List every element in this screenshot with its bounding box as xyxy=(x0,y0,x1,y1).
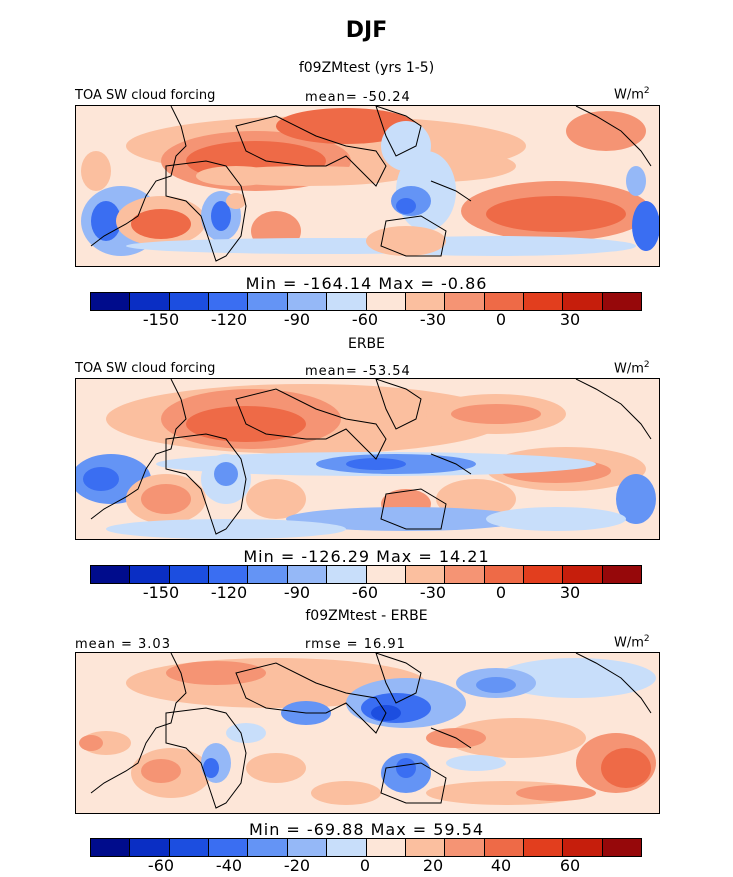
panel2-tick: -30 xyxy=(419,583,447,602)
colorbar-swatch xyxy=(563,293,603,310)
panel3-tick: 20 xyxy=(422,856,444,875)
colorbar-swatch xyxy=(287,566,328,583)
panel3-tick: 40 xyxy=(490,856,512,875)
colorbar-swatch xyxy=(484,566,524,583)
colorbar-swatch xyxy=(169,293,210,310)
panel2-tick: 30 xyxy=(559,583,581,602)
panel2-units: W/m2 xyxy=(614,360,650,377)
colorbar-swatch xyxy=(366,839,406,856)
panel1-colorbar xyxy=(90,292,642,311)
colorbar-swatch xyxy=(209,293,249,310)
colorbar-swatch xyxy=(248,839,288,856)
colorbar-swatch xyxy=(405,839,446,856)
panel3-tick: -20 xyxy=(283,856,311,875)
colorbar-swatch xyxy=(287,293,328,310)
panel2-tick: -120 xyxy=(210,583,248,602)
panel2-tick: -90 xyxy=(283,583,311,602)
colorbar-swatch xyxy=(169,566,210,583)
colorbar-swatch xyxy=(602,839,642,856)
panel1-map xyxy=(75,105,660,267)
colorbar-swatch xyxy=(91,566,131,583)
colorbar-swatch xyxy=(563,839,603,856)
panel1-units: W/m2 xyxy=(614,86,650,103)
colorbar-swatch xyxy=(484,293,524,310)
panel3-colorbar xyxy=(90,838,642,857)
colorbar-swatch xyxy=(445,566,485,583)
panel2-colorbar xyxy=(90,565,642,584)
panel3-tick: 0 xyxy=(359,856,371,875)
panel1-tick: -150 xyxy=(142,310,180,329)
colorbar-swatch xyxy=(91,839,131,856)
panel2-subtitle: ERBE xyxy=(347,336,386,352)
colorbar-swatch xyxy=(248,566,288,583)
colorbar-swatch xyxy=(130,293,170,310)
colorbar-swatch xyxy=(366,566,406,583)
colorbar-swatch xyxy=(130,566,170,583)
panel3-tick: 60 xyxy=(559,856,581,875)
panel3-tick: -40 xyxy=(215,856,243,875)
colorbar-swatch xyxy=(445,839,485,856)
panel2-mean-label: mean= -53.54 xyxy=(305,364,411,379)
colorbar-swatch xyxy=(602,566,642,583)
colorbar-swatch xyxy=(248,293,288,310)
panel3-mean-label: mean = 3.03 xyxy=(75,637,171,652)
panel3-minmax: Min = -69.88 Max = 59.54 xyxy=(248,820,485,839)
panel3-units: W/m2 xyxy=(614,634,650,651)
panel1-tick: 0 xyxy=(495,310,507,329)
colorbar-swatch xyxy=(523,293,564,310)
panel3-map xyxy=(75,652,660,814)
panel2-map xyxy=(75,378,660,540)
colorbar-swatch xyxy=(602,293,642,310)
panel2-minmax: Min = -126.29 Max = 14.21 xyxy=(243,547,490,566)
colorbar-swatch xyxy=(327,293,367,310)
colorbar-swatch xyxy=(445,293,485,310)
colorbar-swatch xyxy=(484,839,524,856)
panel3-rmse-label: rmse = 16.91 xyxy=(305,637,406,652)
panel1-subtitle: f09ZMtest (yrs 1-5) xyxy=(298,60,435,76)
panel1-tick: -30 xyxy=(419,310,447,329)
colorbar-swatch xyxy=(169,839,210,856)
panel1-tick: -60 xyxy=(351,310,379,329)
panel2-left-label: TOA SW cloud forcing xyxy=(75,361,216,376)
panel2-tick: -60 xyxy=(351,583,379,602)
panel1-tick: 30 xyxy=(559,310,581,329)
panel1-tick: -120 xyxy=(210,310,248,329)
colorbar-swatch xyxy=(209,839,249,856)
panel1-minmax: Min = -164.14 Max = -0.86 xyxy=(245,274,488,293)
colorbar-swatch xyxy=(563,566,603,583)
panel3-subtitle: f09ZMtest - ERBE xyxy=(305,608,428,624)
panel2-tick: -150 xyxy=(142,583,180,602)
colorbar-swatch xyxy=(327,566,367,583)
colorbar-swatch xyxy=(366,293,406,310)
panel1-tick: -90 xyxy=(283,310,311,329)
colorbar-swatch xyxy=(287,839,328,856)
colorbar-swatch xyxy=(130,839,170,856)
colorbar-swatch xyxy=(209,566,249,583)
colorbar-swatch xyxy=(405,566,446,583)
colorbar-swatch xyxy=(523,839,564,856)
colorbar-swatch xyxy=(523,566,564,583)
panel1-mean-label: mean= -50.24 xyxy=(305,90,411,105)
panel2-tick: 0 xyxy=(495,583,507,602)
panel1-left-label: TOA SW cloud forcing xyxy=(75,88,216,103)
figure-title: DJF xyxy=(345,18,388,43)
panel3-tick: -60 xyxy=(147,856,175,875)
colorbar-swatch xyxy=(327,839,367,856)
colorbar-swatch xyxy=(91,293,131,310)
colorbar-swatch xyxy=(405,293,446,310)
